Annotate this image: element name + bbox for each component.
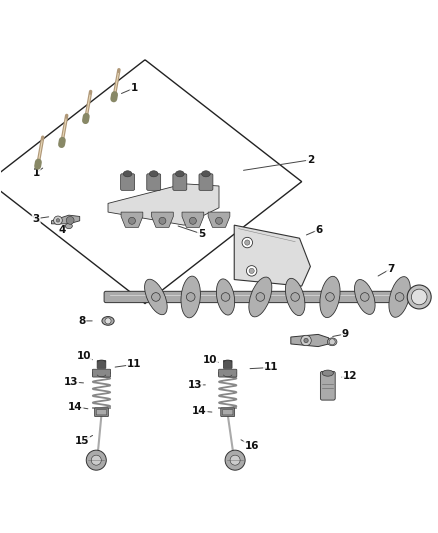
- Circle shape: [187, 293, 195, 301]
- FancyBboxPatch shape: [104, 292, 427, 303]
- Ellipse shape: [389, 277, 410, 317]
- Circle shape: [249, 268, 254, 273]
- FancyBboxPatch shape: [173, 174, 187, 190]
- Text: 1: 1: [131, 83, 138, 93]
- Ellipse shape: [201, 171, 210, 177]
- Ellipse shape: [65, 223, 72, 229]
- Ellipse shape: [327, 338, 337, 346]
- Polygon shape: [121, 212, 143, 228]
- Circle shape: [256, 293, 265, 301]
- Circle shape: [56, 219, 60, 222]
- Text: 13: 13: [188, 380, 202, 390]
- Polygon shape: [208, 212, 230, 228]
- Ellipse shape: [149, 171, 158, 177]
- Polygon shape: [182, 212, 204, 228]
- Ellipse shape: [249, 277, 272, 317]
- FancyBboxPatch shape: [199, 174, 213, 190]
- Text: 11: 11: [127, 359, 141, 369]
- Circle shape: [53, 216, 62, 225]
- Ellipse shape: [102, 317, 114, 325]
- Circle shape: [245, 240, 250, 245]
- Circle shape: [411, 289, 427, 305]
- Circle shape: [91, 455, 101, 465]
- Ellipse shape: [181, 276, 201, 318]
- Text: 14: 14: [68, 402, 83, 411]
- Text: 16: 16: [244, 441, 259, 451]
- FancyBboxPatch shape: [95, 408, 109, 417]
- Text: 12: 12: [343, 371, 357, 381]
- FancyBboxPatch shape: [120, 174, 134, 190]
- Ellipse shape: [216, 279, 235, 315]
- Text: 6: 6: [315, 224, 323, 235]
- Circle shape: [326, 293, 334, 301]
- Text: 13: 13: [64, 377, 78, 387]
- Circle shape: [360, 293, 369, 301]
- Polygon shape: [152, 212, 173, 228]
- Polygon shape: [108, 184, 219, 225]
- Text: 2: 2: [307, 155, 314, 165]
- Circle shape: [105, 318, 111, 324]
- Circle shape: [247, 265, 257, 276]
- Circle shape: [128, 217, 135, 224]
- Circle shape: [242, 237, 253, 248]
- Ellipse shape: [123, 171, 132, 177]
- Circle shape: [304, 338, 308, 343]
- Ellipse shape: [145, 279, 167, 314]
- Circle shape: [189, 217, 196, 224]
- Text: 1: 1: [32, 168, 40, 178]
- Text: 15: 15: [74, 437, 89, 447]
- Ellipse shape: [322, 370, 333, 376]
- Circle shape: [152, 293, 160, 301]
- Circle shape: [225, 450, 245, 470]
- FancyBboxPatch shape: [97, 360, 106, 368]
- Text: 9: 9: [342, 329, 349, 339]
- Circle shape: [230, 455, 240, 465]
- Text: 10: 10: [77, 351, 92, 361]
- Polygon shape: [51, 215, 80, 224]
- Ellipse shape: [407, 285, 431, 309]
- FancyBboxPatch shape: [96, 410, 107, 415]
- Circle shape: [159, 217, 166, 224]
- Text: 3: 3: [32, 214, 40, 224]
- FancyBboxPatch shape: [219, 369, 237, 377]
- Text: 10: 10: [203, 355, 218, 365]
- Ellipse shape: [354, 279, 375, 314]
- Circle shape: [221, 293, 230, 301]
- Text: 4: 4: [59, 224, 66, 235]
- FancyBboxPatch shape: [92, 369, 111, 377]
- Ellipse shape: [286, 278, 305, 316]
- FancyBboxPatch shape: [147, 174, 161, 190]
- Text: 11: 11: [264, 362, 279, 373]
- FancyBboxPatch shape: [223, 410, 233, 415]
- Circle shape: [215, 217, 223, 224]
- Circle shape: [86, 450, 106, 470]
- Text: 7: 7: [387, 264, 395, 273]
- Ellipse shape: [176, 171, 184, 177]
- Polygon shape: [291, 334, 328, 346]
- Polygon shape: [234, 225, 311, 286]
- Circle shape: [301, 335, 311, 346]
- Circle shape: [66, 216, 74, 224]
- Circle shape: [291, 293, 300, 301]
- FancyBboxPatch shape: [321, 372, 335, 400]
- FancyBboxPatch shape: [223, 360, 232, 368]
- Ellipse shape: [320, 276, 340, 318]
- Text: 8: 8: [78, 316, 85, 326]
- Text: 14: 14: [192, 406, 207, 416]
- FancyBboxPatch shape: [221, 408, 235, 417]
- Circle shape: [396, 293, 404, 301]
- Circle shape: [329, 339, 335, 345]
- Text: 5: 5: [198, 229, 205, 239]
